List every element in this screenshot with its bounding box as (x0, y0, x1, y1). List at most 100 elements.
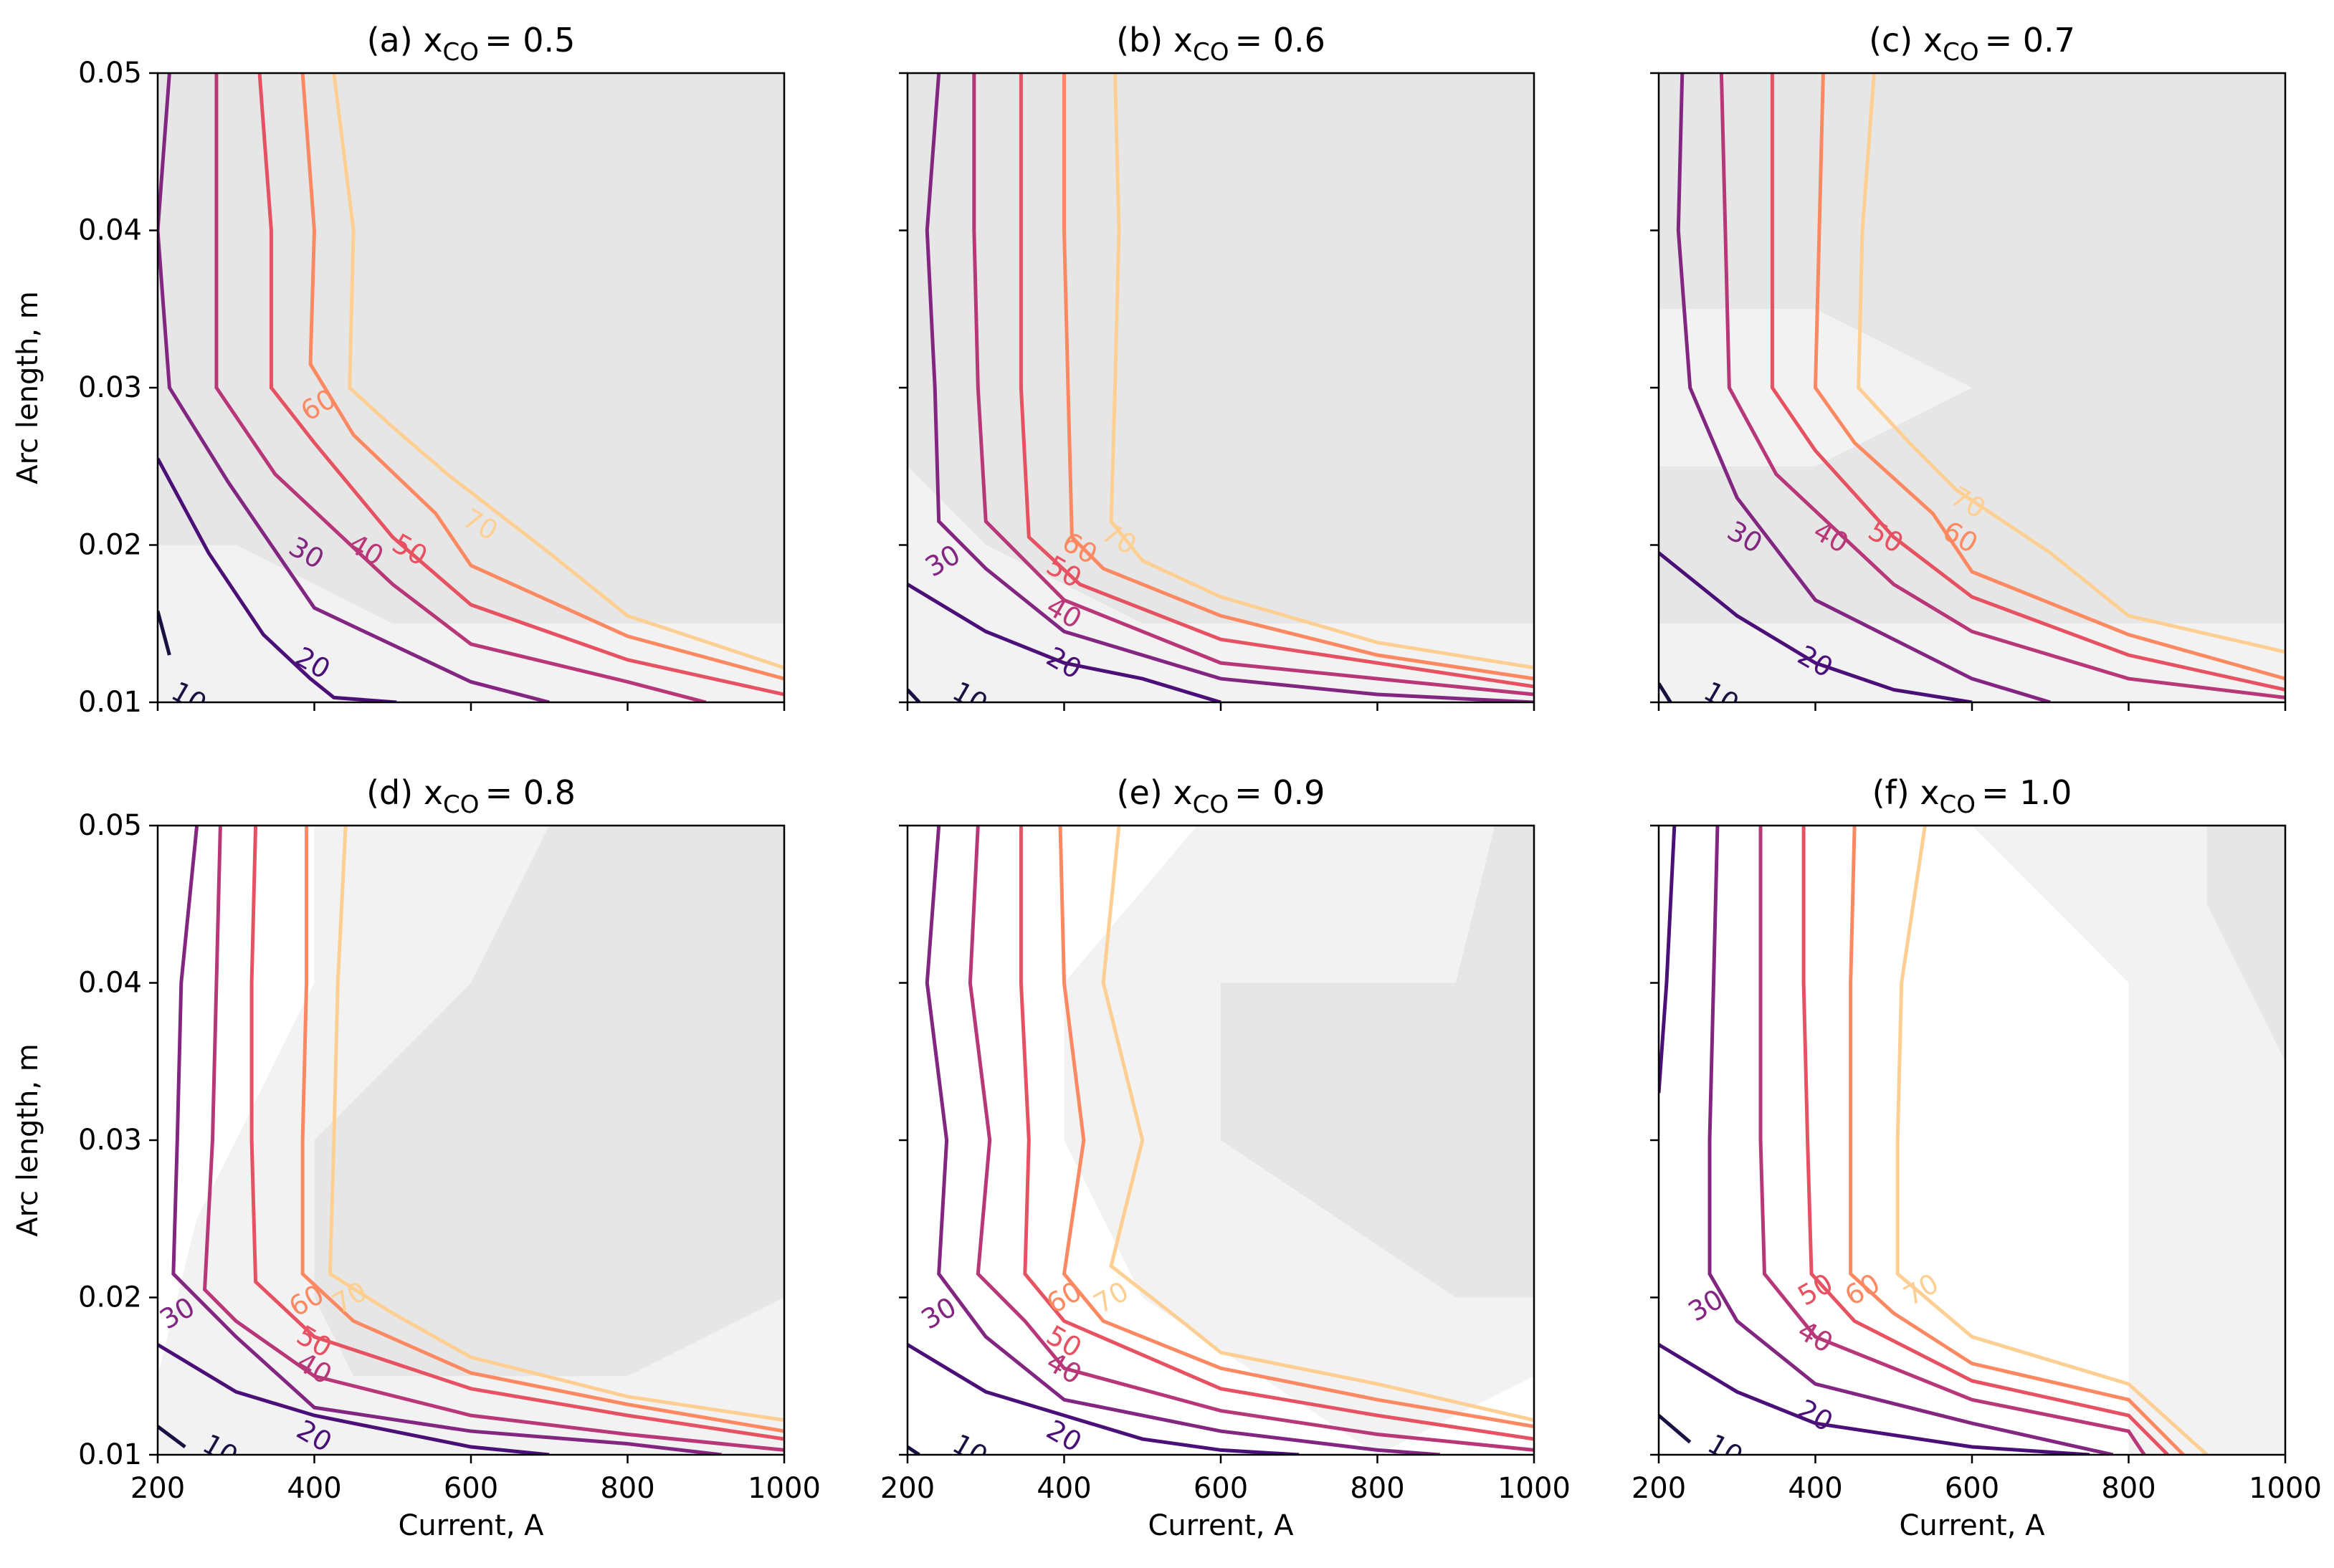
title-value: = 0.9 (1234, 773, 1325, 812)
contour-50 (1801, 826, 2169, 1455)
x-tick-label: 400 (1788, 1472, 1842, 1505)
x-tick-label: 200 (1632, 1472, 1686, 1505)
contour-10 (158, 611, 171, 656)
title-value: = 0.7 (1985, 21, 2075, 59)
panel-title: (b) xCO = 0.6 (1116, 21, 1325, 67)
y-tick-label: 0.05 (78, 57, 142, 90)
contour-60 (300, 73, 784, 681)
shade-region (2206, 826, 2285, 1062)
contour-40 (1758, 826, 2146, 1455)
y-axis-label: Arc length, m (11, 1043, 44, 1237)
contour-20 (1659, 826, 1677, 1094)
title-main: (f) x (1872, 773, 1940, 812)
contour-label-60: 60 (1042, 1275, 1087, 1319)
title-value: = 0.8 (485, 773, 576, 812)
y-tick-label: 0.04 (78, 967, 142, 1000)
contour-70 (1109, 73, 1534, 670)
contour-40 (1719, 73, 2285, 699)
y-axis-label: Arc length, m (11, 291, 44, 484)
contour-70 (1857, 73, 2285, 654)
contour-70 (1895, 826, 2209, 1455)
contour-60 (1058, 826, 1534, 1428)
contour-10 (908, 688, 921, 702)
contour-10 (908, 1445, 920, 1455)
panel-title: (a) xCO = 0.5 (367, 21, 576, 67)
contour-20 (158, 1343, 550, 1455)
title-subscript: CO (443, 38, 480, 67)
y-tick-label: 0.01 (78, 686, 142, 719)
contour-50 (257, 73, 784, 697)
contour-40 (968, 826, 1534, 1452)
contour-label-50: 50 (1793, 1267, 1839, 1311)
title-subscript: CO (1193, 38, 1229, 67)
contour-70 (328, 826, 784, 1423)
y-tick-label: 0.05 (78, 809, 142, 842)
title-value: = 0.5 (485, 21, 575, 59)
contour-70 (1101, 826, 1534, 1423)
y-tick-label: 0.02 (78, 529, 142, 562)
contour-30 (925, 73, 1534, 702)
shade-region (158, 545, 784, 702)
x-tick-label: 800 (1350, 1472, 1404, 1505)
x-tick-label: 600 (1945, 1472, 1999, 1505)
contour-20 (158, 457, 397, 702)
contour-70 (332, 73, 784, 670)
title-main: (b) x (1116, 21, 1193, 59)
y-tick-label: 0.04 (78, 214, 142, 247)
contour-20 (1659, 1343, 2090, 1455)
title-subscript: CO (1193, 790, 1229, 819)
title-main: (a) x (367, 21, 443, 59)
title-main: (e) x (1117, 773, 1193, 812)
shade-region (1659, 73, 2285, 624)
contour-30 (925, 826, 1441, 1455)
x-tick-label: 200 (880, 1472, 935, 1505)
contour-60 (1849, 826, 2185, 1455)
contour-30 (158, 230, 550, 702)
x-axis-label: Current, A (1899, 1509, 2045, 1542)
contour-10 (1659, 682, 1672, 702)
contour-20 (908, 583, 1221, 702)
shade-region (158, 73, 784, 624)
title-subscript: CO (443, 790, 480, 819)
contour-60 (1062, 73, 1534, 681)
contour-label-50: 50 (1042, 1319, 1087, 1364)
x-tick-label: 400 (1037, 1472, 1091, 1505)
contour-40 (202, 826, 784, 1452)
panel-title: (f) xCO = 1.0 (1872, 773, 2072, 819)
contour-20 (908, 1343, 1300, 1455)
contour-60 (300, 826, 784, 1433)
title-main: (c) x (1869, 21, 1943, 59)
contour-30 (1707, 826, 2114, 1455)
contour-50 (1770, 73, 2285, 692)
contour-50 (1019, 826, 1534, 1441)
x-axis-label: Current, A (398, 1509, 544, 1542)
contour-10 (158, 1425, 186, 1449)
panel-title: (c) xCO = 0.7 (1869, 21, 2075, 67)
y-tick-label: 0.01 (78, 1438, 142, 1471)
x-tick-label: 600 (1194, 1472, 1248, 1505)
contour-label-60: 60 (1839, 1267, 1885, 1311)
contour-label-10: 10 (947, 1428, 993, 1472)
contour-label-20: 20 (1793, 1393, 1839, 1438)
contour-40 (972, 73, 1534, 697)
shade-region (1221, 826, 1534, 1298)
x-tick-label: 800 (2101, 1472, 2156, 1505)
shade-region (1972, 826, 2285, 1455)
contour-30 (171, 826, 722, 1455)
shade-region (908, 73, 1534, 624)
x-tick-label: 400 (287, 1472, 341, 1505)
contour-40 (214, 73, 707, 702)
contour-label-40: 40 (1793, 1314, 1839, 1359)
contour-50 (249, 826, 784, 1441)
